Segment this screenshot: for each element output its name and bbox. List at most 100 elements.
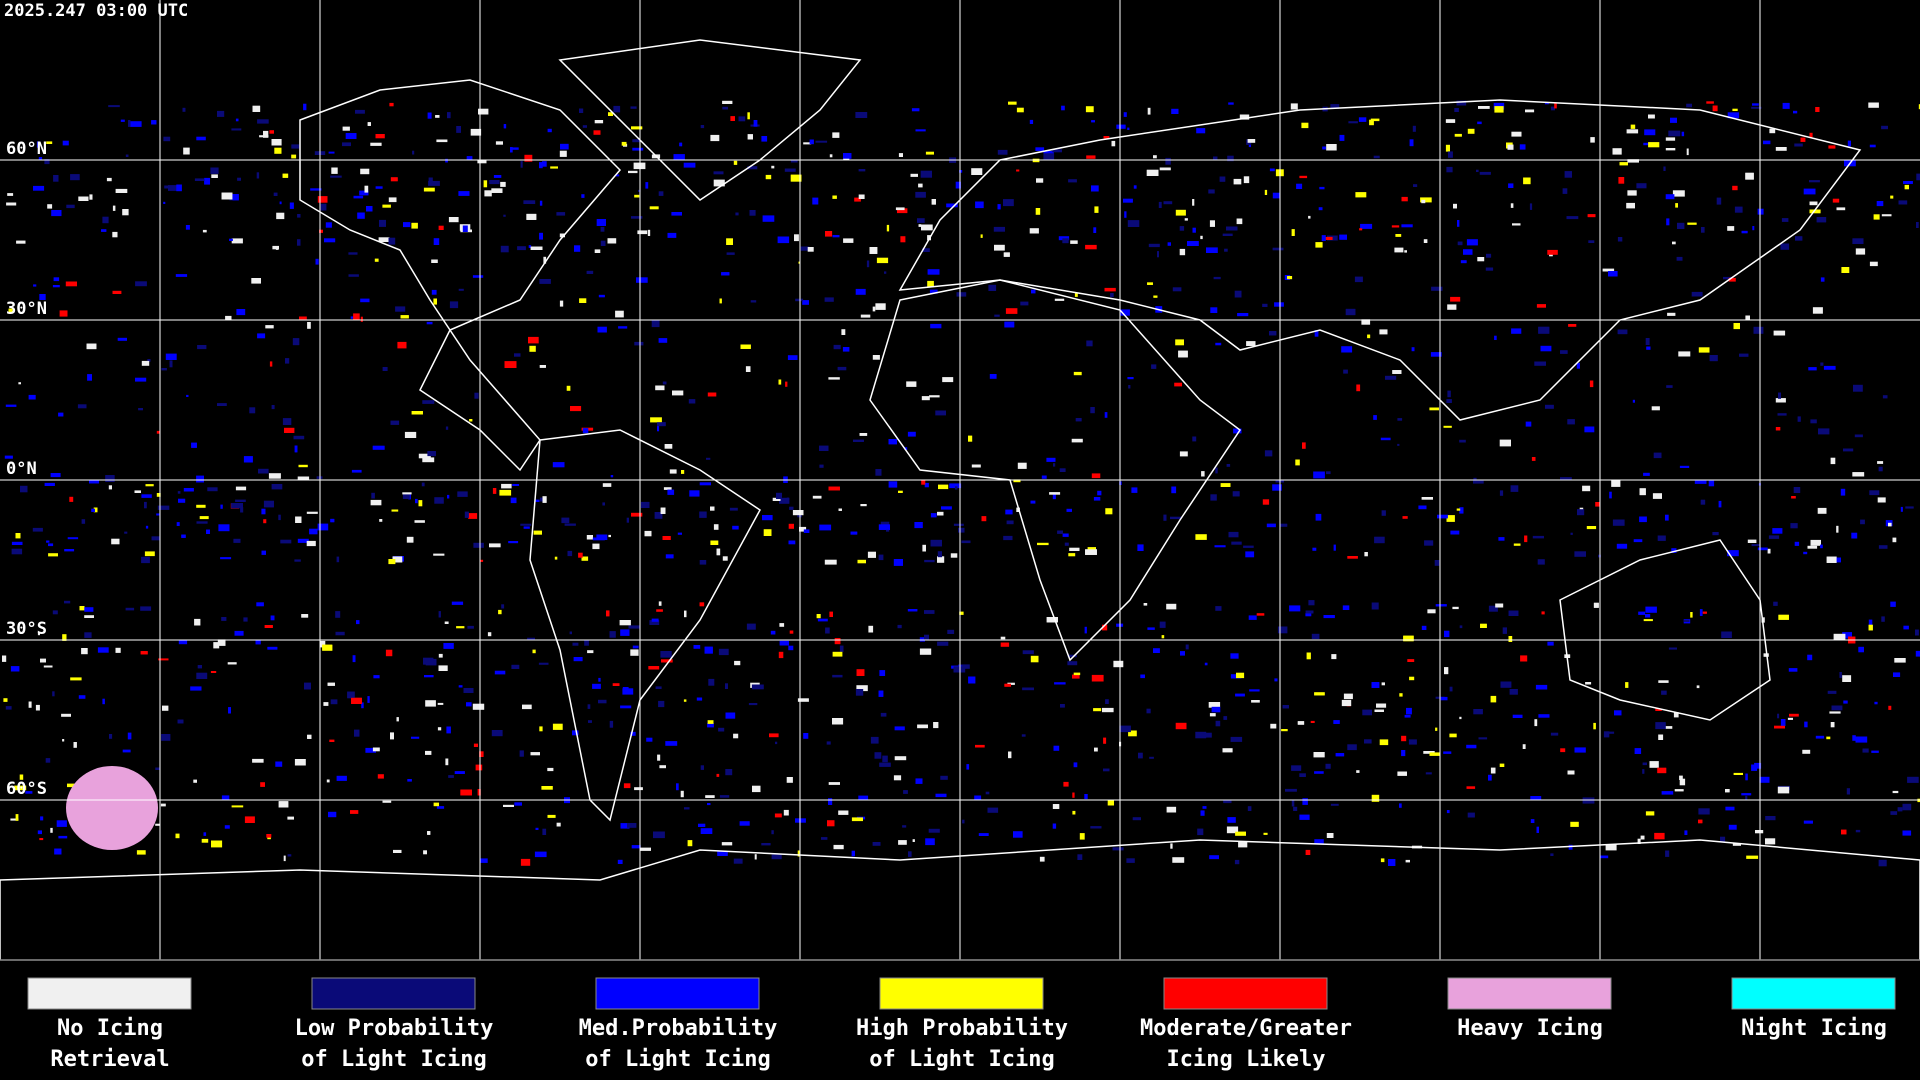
icing-pixel (1522, 744, 1526, 749)
icing-pixel (1171, 486, 1177, 494)
icing-pixel (503, 804, 514, 807)
icing-pixel (1105, 508, 1113, 515)
icing-pixel (1823, 365, 1836, 370)
icing-pixel (181, 534, 186, 538)
icing-pixel (1643, 142, 1653, 146)
icing-pixel (1745, 315, 1750, 320)
icing-pixel (190, 686, 202, 691)
icing-pixel (523, 200, 536, 204)
icing-pixel (1453, 203, 1457, 209)
icing-pixel (437, 702, 444, 705)
icing-pixel (834, 638, 841, 645)
icing-pixel (1179, 226, 1185, 231)
icing-pixel (542, 161, 547, 167)
icing-pixel (1228, 531, 1239, 538)
icing-pixel (500, 181, 506, 187)
icing-pixel (828, 782, 840, 785)
icing-pixel (615, 310, 624, 318)
icing-pixel (303, 103, 307, 111)
icing-pixel (258, 468, 269, 474)
icing-pixel (937, 641, 949, 646)
icing-pixel (552, 462, 565, 468)
icing-pixel (1780, 719, 1786, 726)
icing-pixel (112, 231, 118, 238)
icing-pixel (1665, 514, 1669, 521)
icing-pixel (1632, 399, 1635, 403)
icing-pixel (112, 205, 116, 211)
icing-pixel (1643, 472, 1650, 476)
icing-pixel (1775, 427, 1781, 431)
icing-pixel (1840, 488, 1846, 496)
icing-pixel (929, 289, 938, 294)
icing-pixel (1512, 223, 1521, 226)
icing-pixel (1409, 139, 1414, 147)
icing-pixel (747, 166, 758, 170)
icing-pixel (1435, 727, 1438, 731)
icing-pixel (875, 469, 882, 476)
icing-pixel (707, 720, 714, 724)
icing-pixel (1262, 303, 1268, 307)
icing-pixel (366, 206, 373, 212)
icing-pixel (962, 819, 965, 824)
icing-pixel (1000, 636, 1006, 640)
icing-pixel (425, 700, 436, 707)
icing-pixel (275, 761, 283, 767)
icing-pixel (1380, 858, 1385, 863)
icing-pixel (541, 786, 553, 790)
icing-pixel (1421, 625, 1427, 630)
icing-pixel (630, 106, 637, 109)
icing-pixel (102, 698, 105, 705)
icing-pixel (1219, 176, 1226, 182)
icing-pixel (1102, 707, 1114, 713)
icing-pixel (1072, 674, 1080, 679)
icing-pixel (1020, 301, 1029, 306)
icing-pixel (665, 741, 678, 746)
icing-pixel (1404, 714, 1411, 718)
icing-pixel (569, 631, 572, 635)
icing-pixel (249, 407, 256, 414)
icing-pixel (1446, 166, 1453, 173)
icing-pixel (64, 549, 75, 552)
icing-pixel (812, 495, 822, 499)
icing-pixel (726, 252, 735, 255)
icing-pixel (789, 506, 794, 510)
icing-pixel (1564, 171, 1572, 178)
icing-pixel (1311, 633, 1320, 640)
icing-pixel (1339, 234, 1347, 240)
icing-pixel (1727, 112, 1740, 119)
icing-pixel (904, 447, 908, 450)
icing-pixel (1626, 202, 1635, 209)
icing-pixel (552, 723, 563, 730)
icing-pixel (878, 690, 884, 697)
icing-pixel (472, 275, 484, 278)
icing-pixel (1752, 103, 1759, 106)
icing-pixel (602, 483, 612, 487)
icing-pixel (161, 734, 171, 741)
icing-pixel (547, 128, 552, 133)
icing-pixel (1151, 364, 1157, 369)
icing-pixel (1272, 192, 1281, 199)
icing-pixel (1192, 436, 1197, 442)
icing-pixel (725, 683, 728, 689)
icing-pixel (1159, 167, 1171, 171)
icing-pixel (608, 534, 611, 538)
icing-pixel (902, 825, 907, 828)
icing-pixel (201, 838, 209, 843)
icing-pixel (1524, 535, 1528, 543)
icing-pixel (708, 678, 715, 686)
icing-pixel (1904, 184, 1909, 190)
icing-pixel (733, 733, 739, 739)
icing-pixel (1789, 713, 1799, 717)
icing-pixel (870, 736, 879, 744)
icing-pixel (1753, 326, 1764, 334)
icing-pixel (388, 237, 396, 245)
icing-pixel (1530, 819, 1535, 823)
icing-pixel (1315, 242, 1323, 248)
icing-pixel (297, 476, 310, 481)
icing-pixel (1090, 407, 1095, 414)
icing-pixel (130, 121, 142, 127)
icing-pixel (1657, 535, 1666, 541)
icing-pixel (1131, 487, 1138, 493)
icing-pixel (1215, 342, 1222, 346)
icing-pixel (1358, 117, 1367, 122)
